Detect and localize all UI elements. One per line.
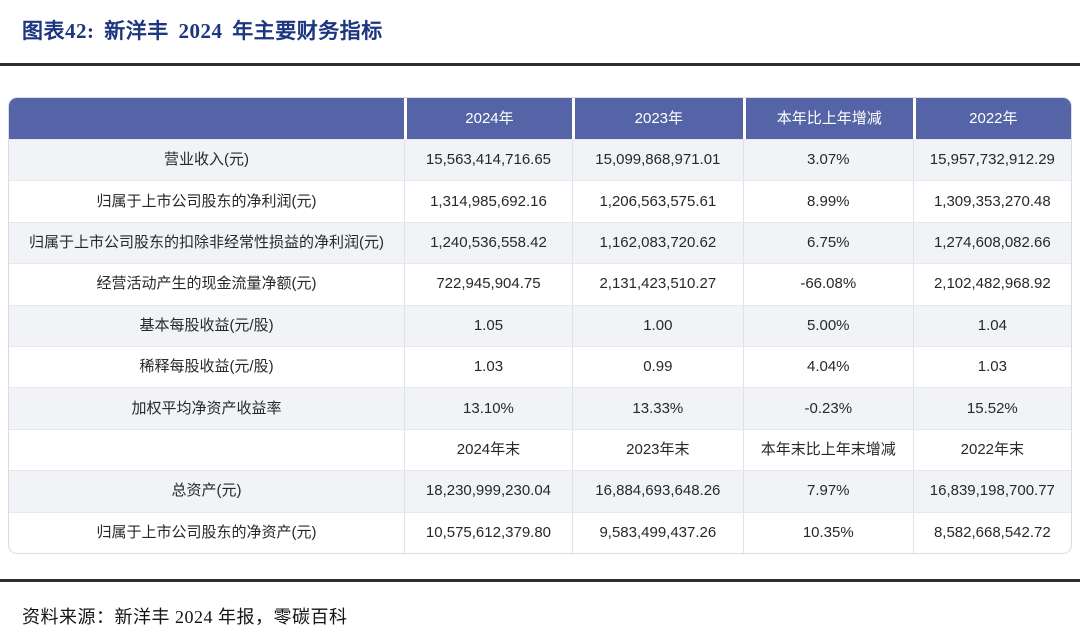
table-header-cell-label [9,98,405,139]
table-cell: 1,240,536,558.42 [404,222,572,264]
table-cell: 15,099,868,971.01 [571,140,743,181]
row-label: 归属于上市公司股东的净资产(元) [96,523,317,541]
row-label: 基本每股收益(元/股) [139,316,274,334]
title-divider [0,63,1080,66]
table-cell: 8,582,668,542.72 [912,512,1071,553]
table-row: 基本每股收益(元/股) 1.05 1.00 5.00% 1.04 [9,304,1071,346]
table-cell: 16,839,198,700.77 [912,471,1071,512]
table-row: 归属于上市公司股东的净利润(元) 1,314,985,692.16 1,206,… [9,180,1071,222]
table-cell: 10.35% [742,512,913,553]
subheader-cell-2023-end: 2023年末 [571,429,743,471]
table-cell: 3.07% [742,140,913,181]
table-cell: 1,206,563,575.61 [571,181,743,222]
row-label: 营业收入(元) [164,151,250,169]
table-cell: 6.75% [742,222,913,264]
table-cell: 4.04% [742,346,913,388]
table-cell: 7.97% [742,471,913,512]
financial-table: 2024年 2023年 本年比上年增减 2022年 营业收入(元) 15,563… [8,97,1072,554]
table-header-cell-2022: 2022年 [912,98,1071,139]
table-cell: 1.04 [912,305,1071,346]
row-label: 稀释每股收益(元/股) [139,358,274,376]
table-row: 归属于上市公司股东的净资产(元) 10,575,612,379.80 9,583… [9,511,1071,553]
footer-divider [0,579,1080,582]
table-header-cell-change: 本年比上年增减 [742,98,913,139]
table-row: 营业收入(元) 15,563,414,716.65 15,099,868,971… [9,139,1071,181]
source-note: 资料来源：新洋丰 2024 年报，零碳百科 [22,607,348,627]
table-cell: 1.00 [571,305,743,346]
table-cell: 1.03 [404,346,572,388]
table-header-cell-2023: 2023年 [571,98,743,139]
table-cell: 5.00% [742,305,913,346]
table-cell: 1,309,353,270.48 [912,181,1071,222]
table-cell: 15,563,414,716.65 [404,140,572,181]
subheader-cell-change-end: 本年末比上年末增减 [742,429,913,471]
table-cell: 1.05 [404,305,572,346]
table-cell: 13.10% [404,388,572,429]
table-cell: 15,957,732,912.29 [912,140,1071,181]
table-header-cell-2024: 2024年 [404,98,572,139]
subheader-cell-2024-end: 2024年末 [404,429,572,471]
table-cell: 0.99 [571,346,743,388]
table-row: 总资产(元) 18,230,999,230.04 16,884,693,648.… [9,470,1071,512]
table-cell: 9,583,499,437.26 [571,512,743,553]
table-cell: 16,884,693,648.26 [571,471,743,512]
table-cell: 1,314,985,692.16 [404,181,572,222]
table-cell: -66.08% [742,264,913,305]
table-cell: 722,945,904.75 [404,264,572,305]
subheader-cell-2022-end: 2022年末 [912,429,1071,471]
table-cell: 2,131,423,510.27 [571,264,743,305]
table-row: 归属于上市公司股东的扣除非经常性损益的净利润(元) 1,240,536,558.… [9,221,1071,264]
table-subheader-row: 2024年末 2023年末 本年末比上年末增减 2022年末 [9,428,1071,471]
table-header-row: 2024年 2023年 本年比上年增减 2022年 [9,98,1071,139]
table-cell: 15.52% [912,388,1071,429]
table-cell: 1,162,083,720.62 [571,222,743,264]
row-label: 归属于上市公司股东的扣除非经常性损益的净利润(元) [29,233,385,251]
row-label: 经营活动产生的现金流量净额(元) [96,275,317,293]
table-cell: -0.23% [742,388,913,429]
table-row: 加权平均净资产收益率 13.10% 13.33% -0.23% 15.52% [9,387,1071,429]
table-cell: 1,274,608,082.66 [912,222,1071,264]
page-title: 图表42: 新洋丰 2024 年主要财务指标 [22,19,383,43]
table-cell: 13.33% [571,388,743,429]
row-label: 加权平均净资产收益率 [131,399,282,417]
table-row: 经营活动产生的现金流量净额(元) 722,945,904.75 2,131,42… [9,263,1071,305]
table-cell: 1.03 [912,346,1071,388]
row-label: 归属于上市公司股东的净利润(元) [96,192,317,210]
row-label: 总资产(元) [171,482,242,500]
table-cell: 18,230,999,230.04 [404,471,572,512]
table-cell: 10,575,612,379.80 [404,512,572,553]
table-row: 稀释每股收益(元/股) 1.03 0.99 4.04% 1.03 [9,345,1071,388]
table-cell: 8.99% [742,181,913,222]
table-cell: 2,102,482,968.92 [912,264,1071,305]
row-label [9,430,404,470]
